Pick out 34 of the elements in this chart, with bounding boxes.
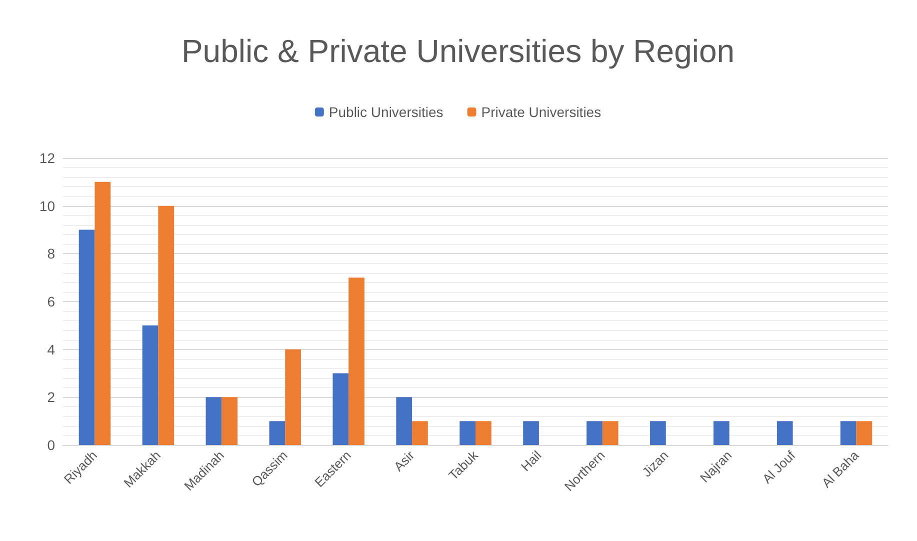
x-tick-label: Hail	[518, 448, 544, 474]
bar	[602, 421, 618, 445]
x-tick-label: Asir	[390, 447, 418, 474]
y-tick-label: 8	[47, 246, 56, 262]
y-tick-label: 6	[47, 294, 56, 310]
bar	[78, 230, 95, 445]
y-tick-label: 2	[47, 389, 56, 406]
chart-title: Public & Private Universities by Region	[181, 33, 735, 69]
bar	[206, 397, 222, 445]
bar	[523, 421, 539, 445]
bar	[269, 421, 286, 445]
bar	[586, 421, 602, 445]
bar	[412, 421, 428, 445]
bar	[776, 421, 793, 445]
bar	[222, 397, 238, 445]
bar	[396, 397, 412, 445]
legend-label: Public Universities	[328, 104, 444, 120]
legend-label: Private Universities	[481, 104, 602, 120]
y-tick-label: 0	[47, 437, 56, 453]
y-tick-label: 4	[47, 341, 56, 358]
bar	[348, 278, 364, 445]
bar	[142, 325, 158, 445]
bar	[650, 421, 666, 445]
bar	[158, 206, 174, 445]
bar	[94, 182, 111, 445]
bar	[856, 421, 872, 445]
bar	[840, 421, 856, 445]
y-tick-label: 12	[39, 150, 56, 166]
bar	[460, 421, 476, 445]
bar	[285, 349, 301, 445]
bar	[332, 373, 349, 445]
bar	[476, 421, 492, 445]
y-tick-label: 10	[39, 198, 56, 214]
bar	[713, 421, 730, 445]
